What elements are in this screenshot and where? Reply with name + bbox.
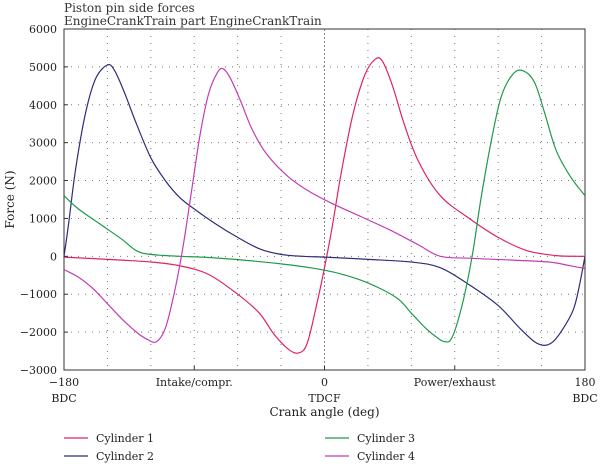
chart-title-line-2: EngineCrankTrain part EngineCrankTrain (64, 14, 322, 28)
y-tick-label: 4000 (29, 99, 57, 112)
x-axis-ticks: −180 BDC Intake/compr. 0 TDCF Power/exhaust 18… (49, 366, 598, 405)
series-lines (63, 57, 586, 354)
legend: Cylinder 1 Cylinder 3 Cylinder 2 Cylinder 4 (64, 432, 415, 463)
y-tick-label: 0 (50, 250, 57, 263)
series-line-cylinder-2 (63, 64, 586, 347)
legend-label-cylinder-4: Cylinder 4 (357, 450, 415, 463)
y-tick-label: 2000 (29, 175, 57, 188)
y-axis-label: Force (N) (3, 170, 17, 228)
series-line-cylinder-4 (63, 67, 586, 343)
y-tick-label: 6000 (29, 23, 57, 36)
grid (64, 29, 585, 370)
legend-label-cylinder-1: Cylinder 1 (96, 432, 154, 445)
y-tick-label: −2000 (20, 326, 57, 339)
y-tick-label: 1000 (29, 212, 57, 225)
x-axis-label: Crank angle (deg) (269, 405, 379, 419)
y-tick-label: 3000 (29, 137, 57, 150)
x-tick-label: 0 (321, 376, 328, 389)
legend-label-cylinder-2: Cylinder 2 (96, 450, 154, 463)
legend-label-cylinder-3: Cylinder 3 (357, 432, 415, 445)
x-tick-label: Intake/compr. (156, 376, 233, 389)
x-tick-label: BDC (51, 392, 76, 405)
y-tick-label: −1000 (20, 288, 57, 301)
x-tick-label: 180 (575, 376, 596, 389)
series-line-cylinder-3 (63, 69, 586, 343)
x-tick-label: BDC (572, 392, 597, 405)
y-tick-label: 5000 (29, 61, 57, 74)
y-axis-ticks: −3000 −2000 −1000 0 1000 2000 3000 4000 5000 6000 (20, 23, 68, 377)
x-tick-label: −180 (49, 376, 79, 389)
x-tick-label: TDCF (308, 392, 341, 405)
y-tick-label: −3000 (20, 364, 57, 377)
x-tick-label: Power/exhaust (414, 376, 497, 389)
chart-title-line-1: Piston pin side forces (64, 1, 195, 15)
